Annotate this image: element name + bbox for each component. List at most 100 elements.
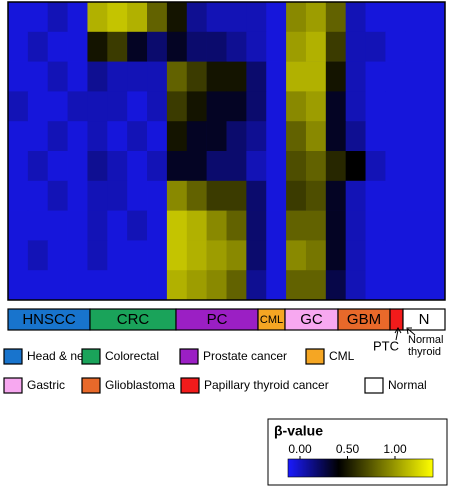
heatmap-cell [147,270,168,301]
group-bar: HNSCC CRC PC CML GC GBM N [7,308,446,331]
heatmap-cell [405,91,426,122]
heatmap-cell [27,61,49,92]
heatmap-cell [246,180,267,211]
heatmap-cell [305,61,327,92]
heatmap-cell [385,91,406,122]
heatmap-cell [47,240,68,271]
legend-swatch [364,377,384,394]
heatmap-cell [147,151,168,182]
heatmap-cell [27,31,49,62]
heatmap-cell [206,180,227,211]
heatmap-cell [127,240,148,271]
legend-swatch [81,377,101,394]
heatmap-cell [246,270,267,301]
legend-swatch [305,348,325,365]
group-label: CRC [117,311,150,328]
heatmap-cell [425,210,446,241]
heatmap-cell [206,61,227,92]
heatmap-cell [147,210,168,241]
heatmap-cell [127,31,148,62]
heatmap-cell [107,270,128,301]
heatmap-cell [107,121,128,152]
heatmap-cell [47,180,68,211]
heatmap-cell [107,31,128,62]
heatmap-cell [8,151,29,182]
heatmap-cell [325,240,346,271]
heatmap-cell [286,240,307,271]
heatmap-cell [186,151,207,182]
heatmap-cell [147,2,168,33]
heatmap-cell [206,91,227,122]
heatmap-cell [166,151,188,182]
heatmap-cell [246,31,267,62]
heatmap-cell [266,270,287,301]
heatmap-cell [405,151,426,182]
legend-swatch [3,377,23,394]
heatmap-cell [27,270,49,301]
heatmap-cell [27,151,49,182]
group-label: N [419,311,430,328]
heatmap-cell [186,61,207,92]
heatmap-cell [107,2,128,33]
heatmap-cell [266,121,287,152]
group-label: HNSCC [22,311,76,328]
heatmap-cell [47,2,68,33]
heatmap-cell [67,180,88,211]
heatmap-cell [286,210,307,241]
colorbar-tick-label: 0.00 [288,442,312,456]
heatmap-cell [246,61,267,92]
heatmap-cell [186,180,207,211]
heatmap-cell [365,2,386,33]
heatmap-cell [246,151,267,182]
annotation-text: Normal thyroid [408,334,444,358]
heatmap-cell [147,240,168,271]
heatmap-cell [266,31,287,62]
heatmap-cell [127,270,148,301]
heatmap-cell [147,61,168,92]
heatmap-cell [405,121,426,152]
heatmap-cell [405,180,426,211]
heatmap-cell [385,180,406,211]
heatmap-cell [8,210,29,241]
legend-label: Prostate cancer [203,349,287,363]
heatmap-cell [365,91,386,122]
heatmap-cell [206,151,227,182]
heatmap-cell [27,180,49,211]
heatmap-cell [127,91,148,122]
heatmap-cell [246,91,267,122]
heatmap-cell [345,180,366,211]
heatmap-cell [87,31,108,62]
normal-thyroid-annotation: Normal thyroid [408,334,444,358]
heatmap-cell [127,2,148,33]
heatmap-cell [206,270,227,301]
heatmap-cell [67,270,88,301]
heatmap-cell [226,180,247,211]
heatmap-cell [127,210,148,241]
heatmap-cell [385,210,406,241]
legend-label: Colorectal [105,349,159,363]
heatmap-cell [8,240,29,271]
heatmap-cell [226,121,247,152]
heatmap-cell [246,2,267,33]
heatmap-cell [166,61,188,92]
heatmap-cell [206,121,227,152]
heatmap-cell [67,31,88,62]
heatmap-cell [87,2,108,33]
heatmap-cell [107,210,128,241]
heatmap-cell [365,61,386,92]
heatmap-cell [385,31,406,62]
heatmap-cell [47,270,68,301]
heatmap-cell [27,240,49,271]
heatmap-cell [107,61,128,92]
colorbar-tick-label: 0.50 [336,442,360,456]
heatmap-cell [305,31,327,62]
heatmap-cell [345,61,366,92]
heatmap-cell [87,180,108,211]
heatmap-cell [305,91,327,122]
heatmap-cell [166,180,188,211]
heatmap-cell [365,240,386,271]
heatmap-cell [127,180,148,211]
heatmap-cell [107,240,128,271]
heatmap-cell [67,240,88,271]
